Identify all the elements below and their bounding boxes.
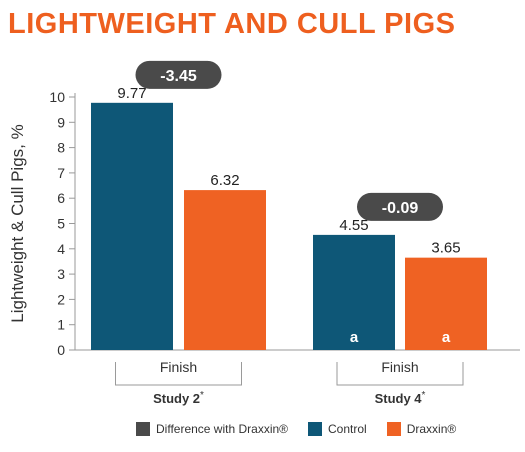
legend-swatch-control — [308, 422, 322, 436]
y-tick-label-1: 1 — [57, 317, 65, 333]
study-bracket-2 — [336, 362, 464, 386]
study-bracket-1 — [115, 362, 242, 386]
y-tick-label-0: 0 — [57, 342, 65, 358]
y-axis-label: Lightweight & Cull Pigs, % — [8, 124, 27, 322]
y-tick-label-8: 8 — [57, 140, 65, 156]
legend-item-draxxin: Draxxin® — [386, 422, 457, 436]
y-tick-label-2: 2 — [57, 291, 65, 307]
legend-swatch-draxxin — [386, 422, 401, 436]
bar-control-2 — [313, 234, 395, 350]
legend-label-draxxin: Draxxin® — [406, 422, 457, 436]
y-tick-label-4: 4 — [57, 241, 65, 257]
y-tick-label-5: 5 — [57, 216, 65, 232]
y-tick-label-9: 9 — [57, 114, 65, 130]
y-tick-label-6: 6 — [57, 190, 65, 206]
difference-label-1: -3.45 — [160, 68, 197, 85]
y-tick-label-10: 10 — [49, 89, 65, 105]
data-label-control-1: 9.77 — [117, 85, 146, 102]
bar-draxxin-1 — [184, 190, 266, 350]
y-tick-label-7: 7 — [57, 165, 65, 181]
data-label-draxxin-2: 3.65 — [431, 240, 460, 257]
study-footnote-mark-2: * — [422, 390, 426, 401]
study-footnote-mark-1: * — [200, 390, 204, 401]
category-label-1: Finish — [160, 359, 197, 375]
chart-title: LIGHTWEIGHT AND CULL PIGS — [8, 8, 456, 40]
difference-badge-1 — [135, 60, 222, 89]
bar-control-1 — [91, 102, 173, 350]
difference-label-2: -0.09 — [382, 200, 419, 217]
legend-label-difference: Difference with Draxxin® — [156, 422, 288, 436]
legend-label-control: Control — [328, 422, 367, 436]
study-label-2: Study 4* — [375, 390, 426, 406]
legend-swatch-difference — [136, 422, 150, 436]
difference-badge-2 — [357, 192, 443, 221]
category-label-2: Finish — [381, 359, 418, 375]
significance-mark-draxxin-2: a — [442, 329, 451, 346]
data-label-draxxin-1: 6.32 — [210, 172, 239, 189]
legend-item-difference: Difference with Draxxin® — [136, 422, 288, 436]
bar-draxxin-2 — [405, 257, 487, 350]
legend-item-control: Control — [308, 422, 367, 436]
y-tick-label-3: 3 — [57, 266, 65, 282]
significance-mark-control-2: a — [350, 329, 359, 346]
study-label-1: Study 2* — [153, 390, 204, 406]
data-label-control-2: 4.55 — [339, 217, 368, 234]
legend: Difference with Draxxin® Control Draxxin… — [136, 420, 456, 438]
